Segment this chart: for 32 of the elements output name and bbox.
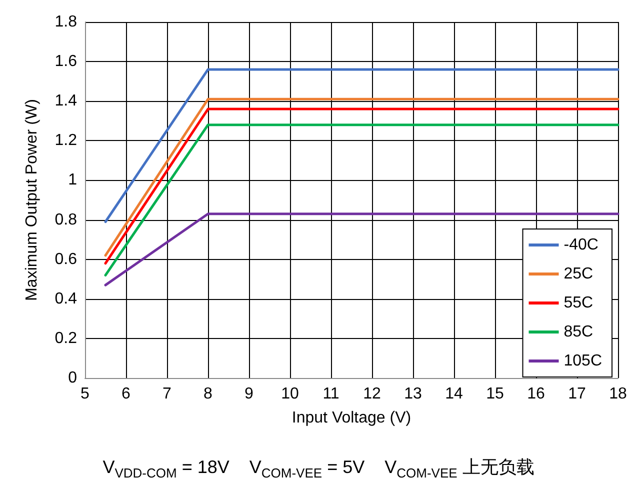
x-tick-label: 12 xyxy=(363,386,381,402)
x-tick-label: 13 xyxy=(404,386,422,402)
x-tick-label: 16 xyxy=(527,386,545,402)
y-tick-label: 0.4 xyxy=(54,290,78,308)
x-tick-label: 6 xyxy=(122,386,131,402)
x-tick-label: 8 xyxy=(204,386,213,402)
x-tick-label: 17 xyxy=(568,386,586,402)
legend-label: 25C xyxy=(564,266,594,282)
x-tick-label: 10 xyxy=(281,386,299,402)
y-tick-label: 0 xyxy=(68,370,78,386)
y-tick-label: 1.8 xyxy=(54,14,78,30)
legend-label: 85C xyxy=(564,324,594,340)
y-tick-label: 0.8 xyxy=(54,211,78,228)
y-tick-label: 1 xyxy=(68,172,78,189)
y-tick-label: 1.6 xyxy=(54,53,78,70)
x-tick-label: 5 xyxy=(80,386,90,402)
legend-label: -40C xyxy=(564,236,598,254)
x-tick-label: 14 xyxy=(445,386,463,402)
y-axis-title: Maximum Output Power (W) xyxy=(24,99,40,301)
x-tick-label: 18 xyxy=(609,386,627,402)
text: V$_{VDD-COM}$ = 18V V$_{COM-VEE}$ = 5V V$_{COM-VEE}$ 上无负载 xyxy=(102,456,536,481)
y-tick-label: 1.4 xyxy=(54,92,78,110)
x-axis-title: Input Voltage (V) xyxy=(292,410,412,426)
legend-label: 55C xyxy=(564,294,594,312)
y-tick-label: 1.2 xyxy=(54,132,78,150)
legend-label: 105C xyxy=(564,352,602,370)
x-tick-label: 7 xyxy=(162,386,172,402)
y-tick-label: 0.2 xyxy=(54,330,78,347)
x-tick-label: 11 xyxy=(322,386,340,402)
x-tick-label: 9 xyxy=(244,386,254,402)
x-tick-label: 15 xyxy=(486,386,504,402)
y-tick-label: 0.6 xyxy=(54,250,78,268)
